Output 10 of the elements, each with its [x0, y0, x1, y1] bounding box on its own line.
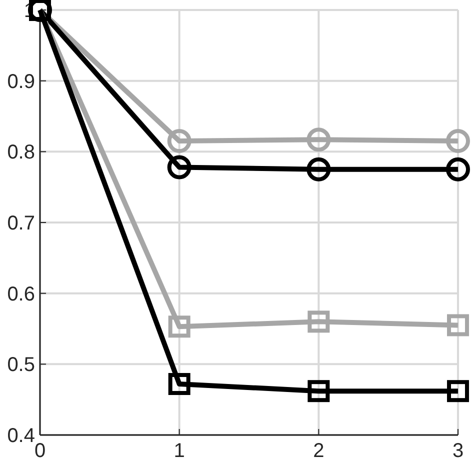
x-tick-label: 3 — [452, 440, 464, 462]
y-tick-label: 0.6 — [7, 283, 35, 306]
x-tick-label: 1 — [174, 440, 185, 462]
y-tick-label: 0.7 — [7, 212, 35, 234]
y-tick-label: 0.4 — [7, 425, 35, 447]
y-tick-label: 0.8 — [7, 142, 35, 164]
y-tick-label: 0.9 — [7, 70, 35, 93]
x-tick-label: 0 — [34, 440, 46, 462]
x-tick-label: 2 — [313, 440, 324, 462]
y-tick-label: 0.5 — [7, 354, 35, 376]
